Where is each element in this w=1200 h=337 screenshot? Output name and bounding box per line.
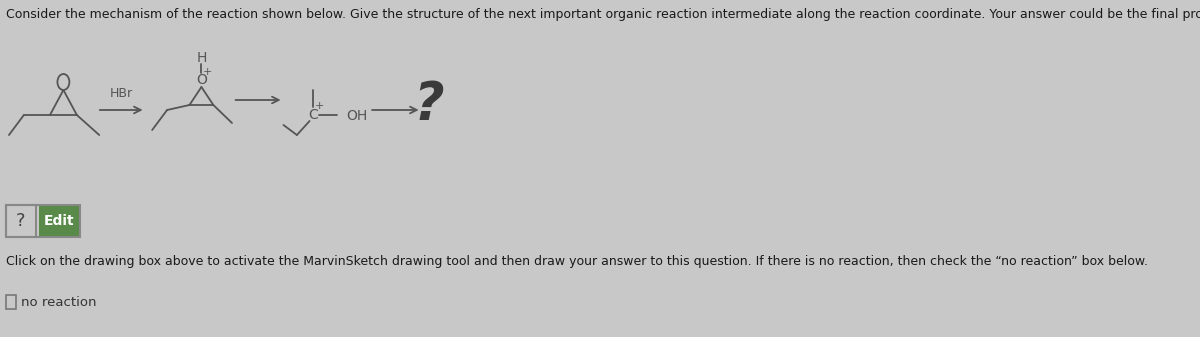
Text: O: O <box>196 73 206 87</box>
Circle shape <box>58 74 70 90</box>
Text: +: + <box>203 67 212 77</box>
Bar <box>6 295 17 309</box>
Bar <box>38 205 80 237</box>
Bar <box>6 205 36 237</box>
Text: HBr: HBr <box>109 87 133 100</box>
Bar <box>6 205 80 237</box>
Text: OH: OH <box>346 109 367 123</box>
Text: Click on the drawing box above to activate the MarvinSketch drawing tool and the: Click on the drawing box above to activa… <box>6 255 1148 268</box>
Text: Edit: Edit <box>43 214 74 228</box>
Text: Consider the mechanism of the reaction shown below. Give the structure of the ne: Consider the mechanism of the reaction s… <box>6 8 1200 21</box>
Text: C: C <box>308 108 318 122</box>
Text: no reaction: no reaction <box>20 296 96 308</box>
Text: +: + <box>314 101 324 111</box>
Text: ?: ? <box>16 212 25 230</box>
Text: ?: ? <box>414 79 444 131</box>
Text: H: H <box>197 51 206 65</box>
